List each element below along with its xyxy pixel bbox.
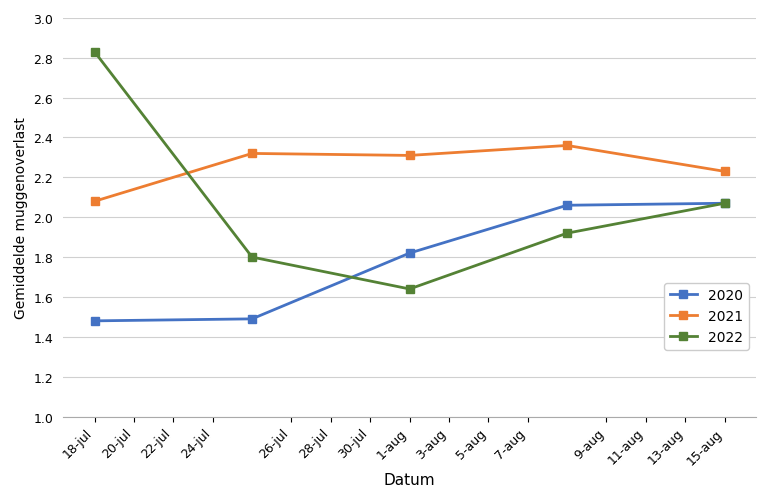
Line: 2021: 2021 [90,142,728,206]
2020 [720,201,729,207]
2020 [90,318,99,324]
Line: 2022: 2022 [90,49,728,294]
2021 [405,153,414,159]
2021 [720,169,729,175]
2022 [90,50,99,56]
Y-axis label: Gemiddelde muggenoverlast: Gemiddelde muggenoverlast [14,117,28,319]
2020 [562,203,571,209]
Line: 2020: 2020 [90,200,728,325]
2021 [247,151,256,157]
2020 [405,250,414,257]
2020 [247,316,256,322]
X-axis label: Datum: Datum [383,472,435,487]
2022 [405,287,414,293]
Legend: 2020, 2021, 2022: 2020, 2021, 2022 [664,283,749,350]
2022 [720,201,729,207]
2021 [90,199,99,205]
2022 [247,255,256,261]
2021 [562,143,571,149]
2022 [562,230,571,236]
